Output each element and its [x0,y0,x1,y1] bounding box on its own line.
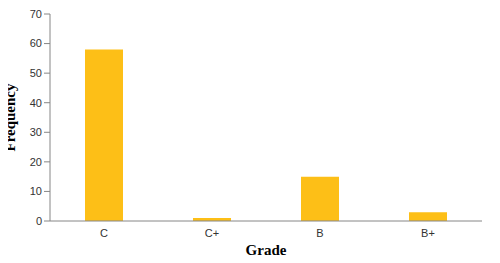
svg-text:0: 0 [36,215,42,227]
svg-text:40: 40 [30,97,42,109]
svg-text:70: 70 [30,8,42,20]
svg-text:30: 30 [30,126,42,138]
svg-text:B: B [316,227,323,239]
svg-text:20: 20 [30,156,42,168]
svg-text:C+: C+ [205,227,219,239]
svg-text:C: C [100,227,108,239]
svg-text:Grade: Grade [246,242,287,255]
svg-text:10: 10 [30,185,42,197]
svg-text:60: 60 [30,37,42,49]
svg-text:B+: B+ [421,227,435,239]
svg-text:Frequency: Frequency [8,83,18,152]
svg-text:50: 50 [30,67,42,79]
